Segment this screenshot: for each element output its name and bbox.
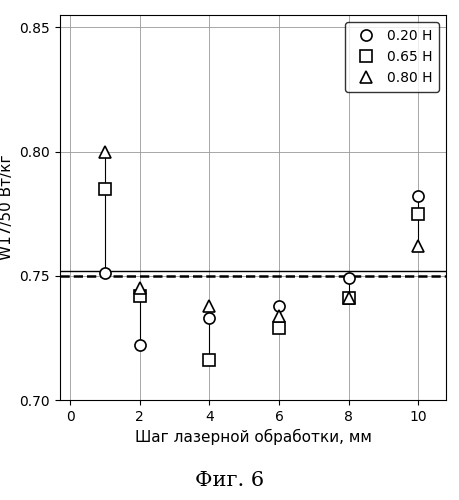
Y-axis label: W17/50 Вт/кг: W17/50 Вт/кг	[0, 154, 14, 260]
X-axis label: Шаг лазерной обработки, мм: Шаг лазерной обработки, мм	[134, 430, 370, 446]
Text: Фиг. 6: Фиг. 6	[195, 470, 264, 490]
Legend: 0.20 Н, 0.65 Н, 0.80 Н: 0.20 Н, 0.65 Н, 0.80 Н	[344, 22, 438, 92]
